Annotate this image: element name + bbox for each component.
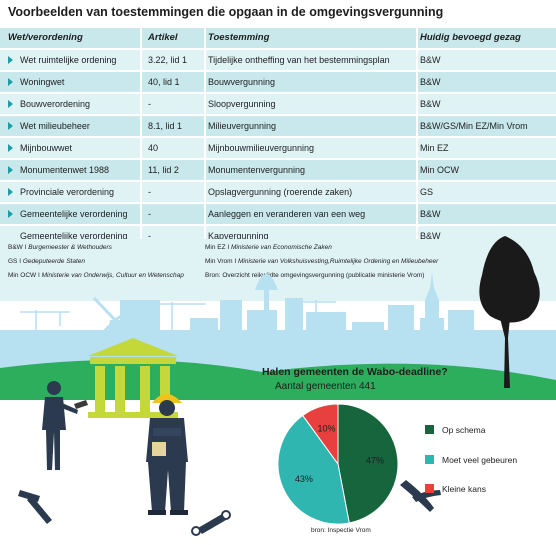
cell-gezag: B&W [420,231,441,241]
table-row: Woningwet 40, lid 1 Bouwvergunning B&W [0,72,556,94]
windmill [92,296,141,345]
table-row: Mijnbouwwet 40 Mijnbouwmilieuvergunning Min… [0,138,556,160]
row-arrow-icon [8,122,13,130]
row-arrow-icon [8,188,13,196]
cell-artikel: - [148,99,151,109]
cell-artikel: - [148,231,151,241]
legend-moet-veel-gebeuren: Moet veel gebeuren [425,455,517,465]
cell-artikel: 40 [148,143,159,153]
legend-source: Bron: Overzicht reikwijdte omgevingsverg… [205,272,425,279]
cell-toestemming: Kapvergunning [208,231,269,241]
cell-wet: Bouwverordening [20,99,91,109]
row-arrow-icon [8,166,13,174]
government-building [88,338,178,418]
cell-artikel: 3.22, lid 1 [148,55,188,65]
row-arrow-icon [8,210,13,218]
table-header: Wet/verordening Artikel Toestemming Huid… [0,28,556,50]
cell-gezag: B&W [420,55,441,65]
worker-left [42,381,88,470]
cell-artikel: 11, lid 2 [148,165,179,175]
tree [479,236,540,388]
cell-wet: Wet milieubeheer [20,121,90,131]
chart-title: Halen gemeenten de Wabo-deadline? [262,366,448,378]
pie-slice [277,414,350,525]
pie-slice-label: 10% [317,424,335,434]
abbreviation-legend: B&W I Burgemeester & Wethouders GS I Ged… [0,239,556,301]
row-arrow-icon [8,56,13,64]
header-gezag: Huidig bevoegd gezag [420,32,521,43]
cell-toestemming: Sloopvergunning [208,99,276,109]
legend-item: Min EZ I Ministerie van Economische Zake… [205,244,332,251]
cell-toestemming: Milieuvergunning [208,121,277,131]
pie-slice [302,403,339,466]
row-arrow-icon [8,78,13,86]
grass-hill [0,359,556,400]
table-row: Gemeentelijke verordening - Aanleggen en v… [0,204,556,226]
cell-gezag: B&W [420,77,441,87]
cell-artikel: - [148,209,151,219]
cell-gezag: GS [420,187,434,197]
row-arrow-icon [8,144,13,152]
cell-wet: Mijnbouwwet [20,143,73,153]
pie-slice-label: 47% [366,455,384,465]
legend-item: B&W I Burgemeester & Wethouders [8,244,112,251]
legend-item: GS I Gedeputeerde Staten [8,258,85,265]
worker-right [146,394,188,515]
row-arrow-icon [8,100,13,108]
pie-chart: 47% 43% 10% [277,403,399,525]
legend-item: Min OCW I Ministerie van Onderwijs, Cult… [8,272,184,279]
cell-gezag: B&W/GS/Min EZ/Min Vrom [420,121,528,131]
header-toestemming: Toestemming [208,32,270,43]
cell-artikel: - [148,187,151,197]
table-row: Wet ruimtelijke ordening 3.22, lid 1 Tijde… [0,50,556,72]
cell-toestemming: Monumentenvergunning [208,165,306,175]
cell-toestemming: Opslagvergunning (roerende zaken) [208,187,353,197]
table-row: Monumentenwet 1988 11, lid 2 Monumentenver… [0,160,556,182]
legend-op-schema: Op schema [425,425,485,435]
chart-subtitle: Aantal gemeenten 441 [275,381,376,392]
table-row: Wet milieubeheer 8.1, lid 1 Milieuvergunni… [0,116,556,138]
cell-toestemming: Bouwvergunning [208,77,276,87]
cell-gezag: B&W [420,209,441,219]
cell-artikel: 8.1, lid 1 [148,121,183,131]
header-artikel: Artikel [148,32,178,43]
pie-slice [337,403,399,524]
tools [18,480,441,536]
cell-toestemming: Aanleggen en veranderen van een weg [208,209,366,219]
cell-gezag: B&W [420,99,441,109]
cell-artikel: 40, lid 1 [148,77,180,87]
legend-kleine-kans: Kleine kans [425,484,486,494]
cell-toestemming: Tijdelijke ontheffing van het bestemming… [208,55,390,65]
table-row: Provinciale verordening - Opslagvergunning… [0,182,556,204]
cranes [20,300,336,345]
cell-wet: Wet ruimtelijke ordening [20,55,117,65]
pie-slice-label: 43% [295,474,313,484]
chart-source: bron: Inspectie Vrom [311,527,371,534]
cell-gezag: Min OCW [420,165,459,175]
header-wet: Wet/verordening [8,32,83,43]
cell-wet: Monumentenwet 1988 [20,165,110,175]
cell-gezag: Min EZ [420,143,449,153]
cell-wet: Woningwet [20,77,65,87]
page-title: Voorbeelden van toestemmingen die opgaan… [8,5,444,19]
cell-wet: Gemeentelijke verordening [20,231,128,241]
cell-wet: Gemeentelijke verordening [20,209,128,219]
table-row: Bouwverordening - Sloopvergunning B&W [0,94,556,116]
legend-item: Min Vrom I Ministerie van Volkshuisvesti… [205,258,439,265]
cell-wet: Provinciale verordening [20,187,115,197]
cell-toestemming: Mijnbouwmilieuvergunning [208,143,315,153]
